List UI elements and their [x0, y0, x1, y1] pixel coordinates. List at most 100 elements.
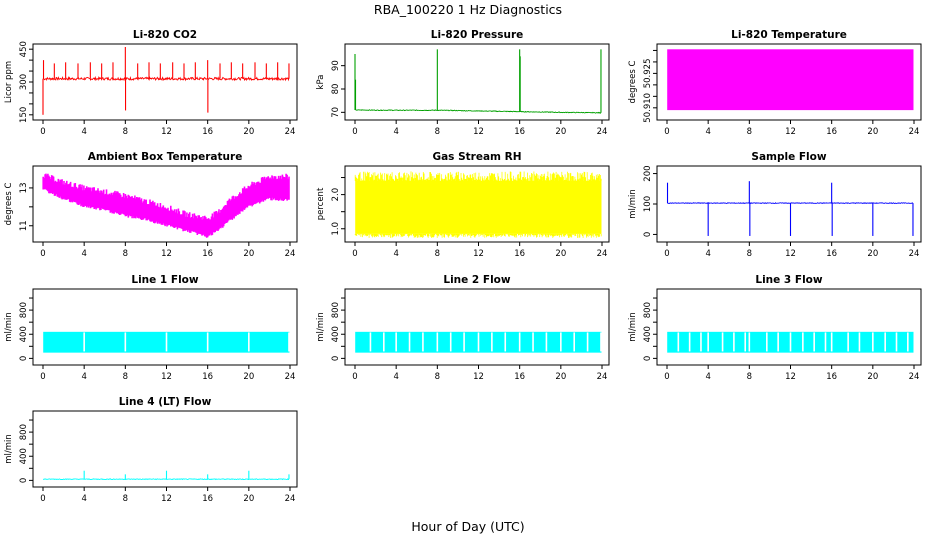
- x-tick-label: 16: [202, 372, 213, 382]
- chart-panel-line3: Line 3 Flow 0 4 8 12 16 20 24 0 400 800 ml/min: [628, 274, 922, 382]
- x-tick-label: 8: [747, 372, 752, 382]
- x-tick-label: 0: [352, 249, 357, 259]
- chart-panel-line4: Line 4 (LT) Flow 0 4 8 12 16 20 24 0 400 800 ml/min: [4, 396, 298, 504]
- x-tick-label: 0: [664, 372, 669, 382]
- chart-title: Li-820 Pressure: [431, 29, 524, 41]
- x-tick-label: 16: [202, 494, 213, 504]
- chart-title: Ambient Box Temperature: [88, 151, 243, 163]
- x-tick-label: 0: [40, 249, 45, 259]
- x-tick-label: 8: [747, 127, 752, 137]
- chart-title: Li-820 Temperature: [731, 29, 847, 41]
- x-tick-label: 20: [243, 249, 254, 259]
- data-band: [667, 49, 914, 111]
- chart-title: Line 2 Flow: [443, 274, 510, 286]
- x-tick-label: 12: [161, 127, 172, 137]
- plot-frame: [32, 288, 298, 366]
- x-tick-label: 0: [40, 127, 45, 137]
- y-tick-label: 100: [643, 196, 653, 212]
- chart-title: Line 1 Flow: [131, 274, 198, 286]
- chart-panel-line1: Line 1 Flow 0 4 8 12 16 20 24 0 400 800 ml/min: [4, 274, 298, 382]
- chart-title: Li-820 CO2: [133, 29, 197, 41]
- x-tick-label: 24: [909, 249, 920, 259]
- y-axis-label: ml/min: [628, 189, 638, 219]
- x-tick-label: 8: [123, 372, 128, 382]
- x-tick-label: 20: [867, 127, 878, 137]
- chart-panel-sampleflow: Sample Flow 0 4 8 12 16 20 24 0 100 200 ml/min: [628, 151, 922, 259]
- data-band: [42, 173, 290, 238]
- x-tick-label: 12: [785, 249, 796, 259]
- x-tick-label: 8: [435, 127, 440, 137]
- y-tick-label: 80: [331, 84, 341, 95]
- y-tick-label: 50.925: [643, 59, 653, 89]
- x-tick-label: 4: [393, 127, 398, 137]
- plot-frame: [656, 288, 922, 366]
- y-tick-label: 400: [331, 326, 341, 342]
- y-tick-label: 150: [19, 107, 29, 123]
- data-band: [355, 180, 602, 234]
- x-tick-label: 12: [473, 249, 484, 259]
- x-tick-label: 0: [352, 372, 357, 382]
- x-tick-label: 24: [909, 372, 920, 382]
- chart-title: Line 3 Flow: [755, 274, 822, 286]
- x-tick-label: 24: [597, 127, 608, 137]
- y-axis-label: ml/min: [316, 312, 326, 342]
- plot-frame: [656, 43, 922, 121]
- x-tick-label: 8: [747, 249, 752, 259]
- y-axis-label: degrees C: [628, 61, 638, 104]
- y-tick-label: 450: [19, 41, 29, 57]
- x-tick-label: 16: [826, 249, 837, 259]
- x-tick-label: 4: [81, 494, 86, 504]
- x-tick-label: 20: [555, 249, 566, 259]
- x-tick-label: 0: [40, 372, 45, 382]
- y-tick-label: 13: [19, 183, 29, 194]
- x-tick-label: 12: [785, 127, 796, 137]
- y-tick-label: 90: [331, 60, 341, 71]
- y-tick-label: 800: [19, 302, 29, 318]
- x-tick-label: 8: [123, 127, 128, 137]
- x-tick-label: 16: [514, 127, 525, 137]
- x-tick-label: 24: [285, 494, 296, 504]
- x-tick-label: 0: [664, 249, 669, 259]
- chart-panel-pressure: Li-820 Pressure 0 4 8 12 16 20 24 70 80 90 kPa: [316, 29, 610, 137]
- plot-frame: [344, 288, 610, 366]
- x-tick-label: 4: [81, 372, 86, 382]
- x-tick-label: 4: [705, 249, 710, 259]
- figure-title: RBA_100220 1 Hz Diagnostics: [374, 2, 562, 17]
- y-axis-label: ml/min: [4, 434, 14, 464]
- chart-title: Gas Stream RH: [432, 151, 521, 163]
- chart-panel-line2: Line 2 Flow 0 4 8 12 16 20 24 0 400 800 ml/min: [316, 274, 610, 382]
- data-series-line: [42, 478, 290, 481]
- x-tick-label: 12: [161, 494, 172, 504]
- y-axis-label: percent: [316, 187, 326, 220]
- x-tick-label: 12: [161, 249, 172, 259]
- y-tick-label: 50.910: [643, 93, 653, 123]
- x-tick-label: 8: [435, 249, 440, 259]
- y-tick-label: 0: [19, 478, 29, 483]
- y-tick-label: 11: [19, 220, 29, 231]
- y-axis-label: Licor ppm: [4, 61, 14, 103]
- x-tick-label: 24: [285, 127, 296, 137]
- chart-panel-boxtemp: Ambient Box Temperature 0 4 8 12 16 20 24 11 13 de…: [4, 151, 298, 259]
- y-tick-label: 1.0: [331, 222, 341, 236]
- x-tick-label: 20: [867, 249, 878, 259]
- y-tick-label: 0: [19, 356, 29, 361]
- x-axis-label: Hour of Day (UTC): [411, 519, 524, 534]
- y-tick-label: 400: [19, 448, 29, 464]
- x-tick-label: 24: [597, 249, 608, 259]
- y-tick-label: 400: [643, 326, 653, 342]
- x-tick-label: 16: [514, 372, 525, 382]
- x-tick-label: 12: [785, 372, 796, 382]
- x-tick-label: 4: [81, 249, 86, 259]
- x-tick-label: 0: [40, 494, 45, 504]
- x-tick-label: 12: [473, 372, 484, 382]
- plot-frame: [344, 43, 610, 121]
- x-tick-label: 4: [705, 372, 710, 382]
- chart-title: Line 4 (LT) Flow: [119, 396, 212, 408]
- y-tick-label: 0: [643, 232, 653, 237]
- x-tick-label: 20: [243, 494, 254, 504]
- x-tick-label: 8: [123, 494, 128, 504]
- y-axis-label: ml/min: [628, 312, 638, 342]
- x-tick-label: 16: [514, 249, 525, 259]
- x-tick-label: 20: [243, 372, 254, 382]
